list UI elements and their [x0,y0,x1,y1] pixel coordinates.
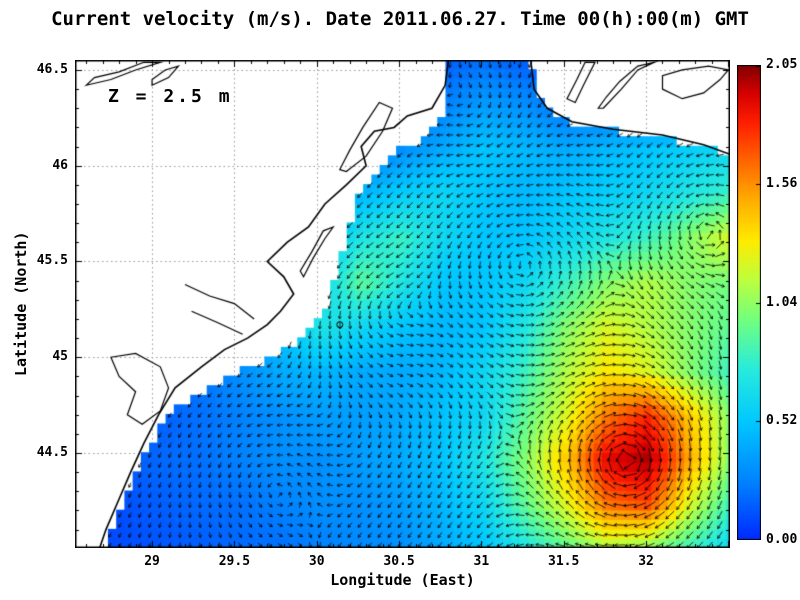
colorbar-tick-label: 2.05 [766,57,798,72]
y-tick-label: 46 [52,157,68,173]
map-plot-canvas [75,60,730,548]
y-tick-label: 46.5 [36,61,68,77]
y-tick-label: 45.5 [36,253,68,269]
chart-title: Current velocity (m/s). Date 2011.06.27.… [51,8,749,30]
x-axis-title: Longitude (East) [330,571,475,589]
x-tick-label: 29.5 [218,554,251,569]
x-tick-label: 32 [638,554,654,569]
x-tick-label: 31.5 [548,554,580,569]
x-tick-label: 31 [473,554,490,569]
x-tick-label: 29 [144,554,160,569]
y-tick-label: 45 [52,349,68,365]
depth-annotation: Z = 2.5 m [108,86,233,107]
colorbar-tick-label: 0.52 [766,413,798,429]
colorbar-tick-label: 1.56 [766,175,798,191]
colorbar-tick-label: 1.04 [766,294,798,310]
x-tick-label: 30 [308,554,325,569]
colorbar-canvas [737,65,761,540]
y-tick-label: 44.5 [36,445,68,460]
x-tick-label: 30.5 [383,554,415,569]
colorbar-tick-label: 0.00 [766,532,798,547]
y-axis-title: Latitude (North) [12,231,30,377]
